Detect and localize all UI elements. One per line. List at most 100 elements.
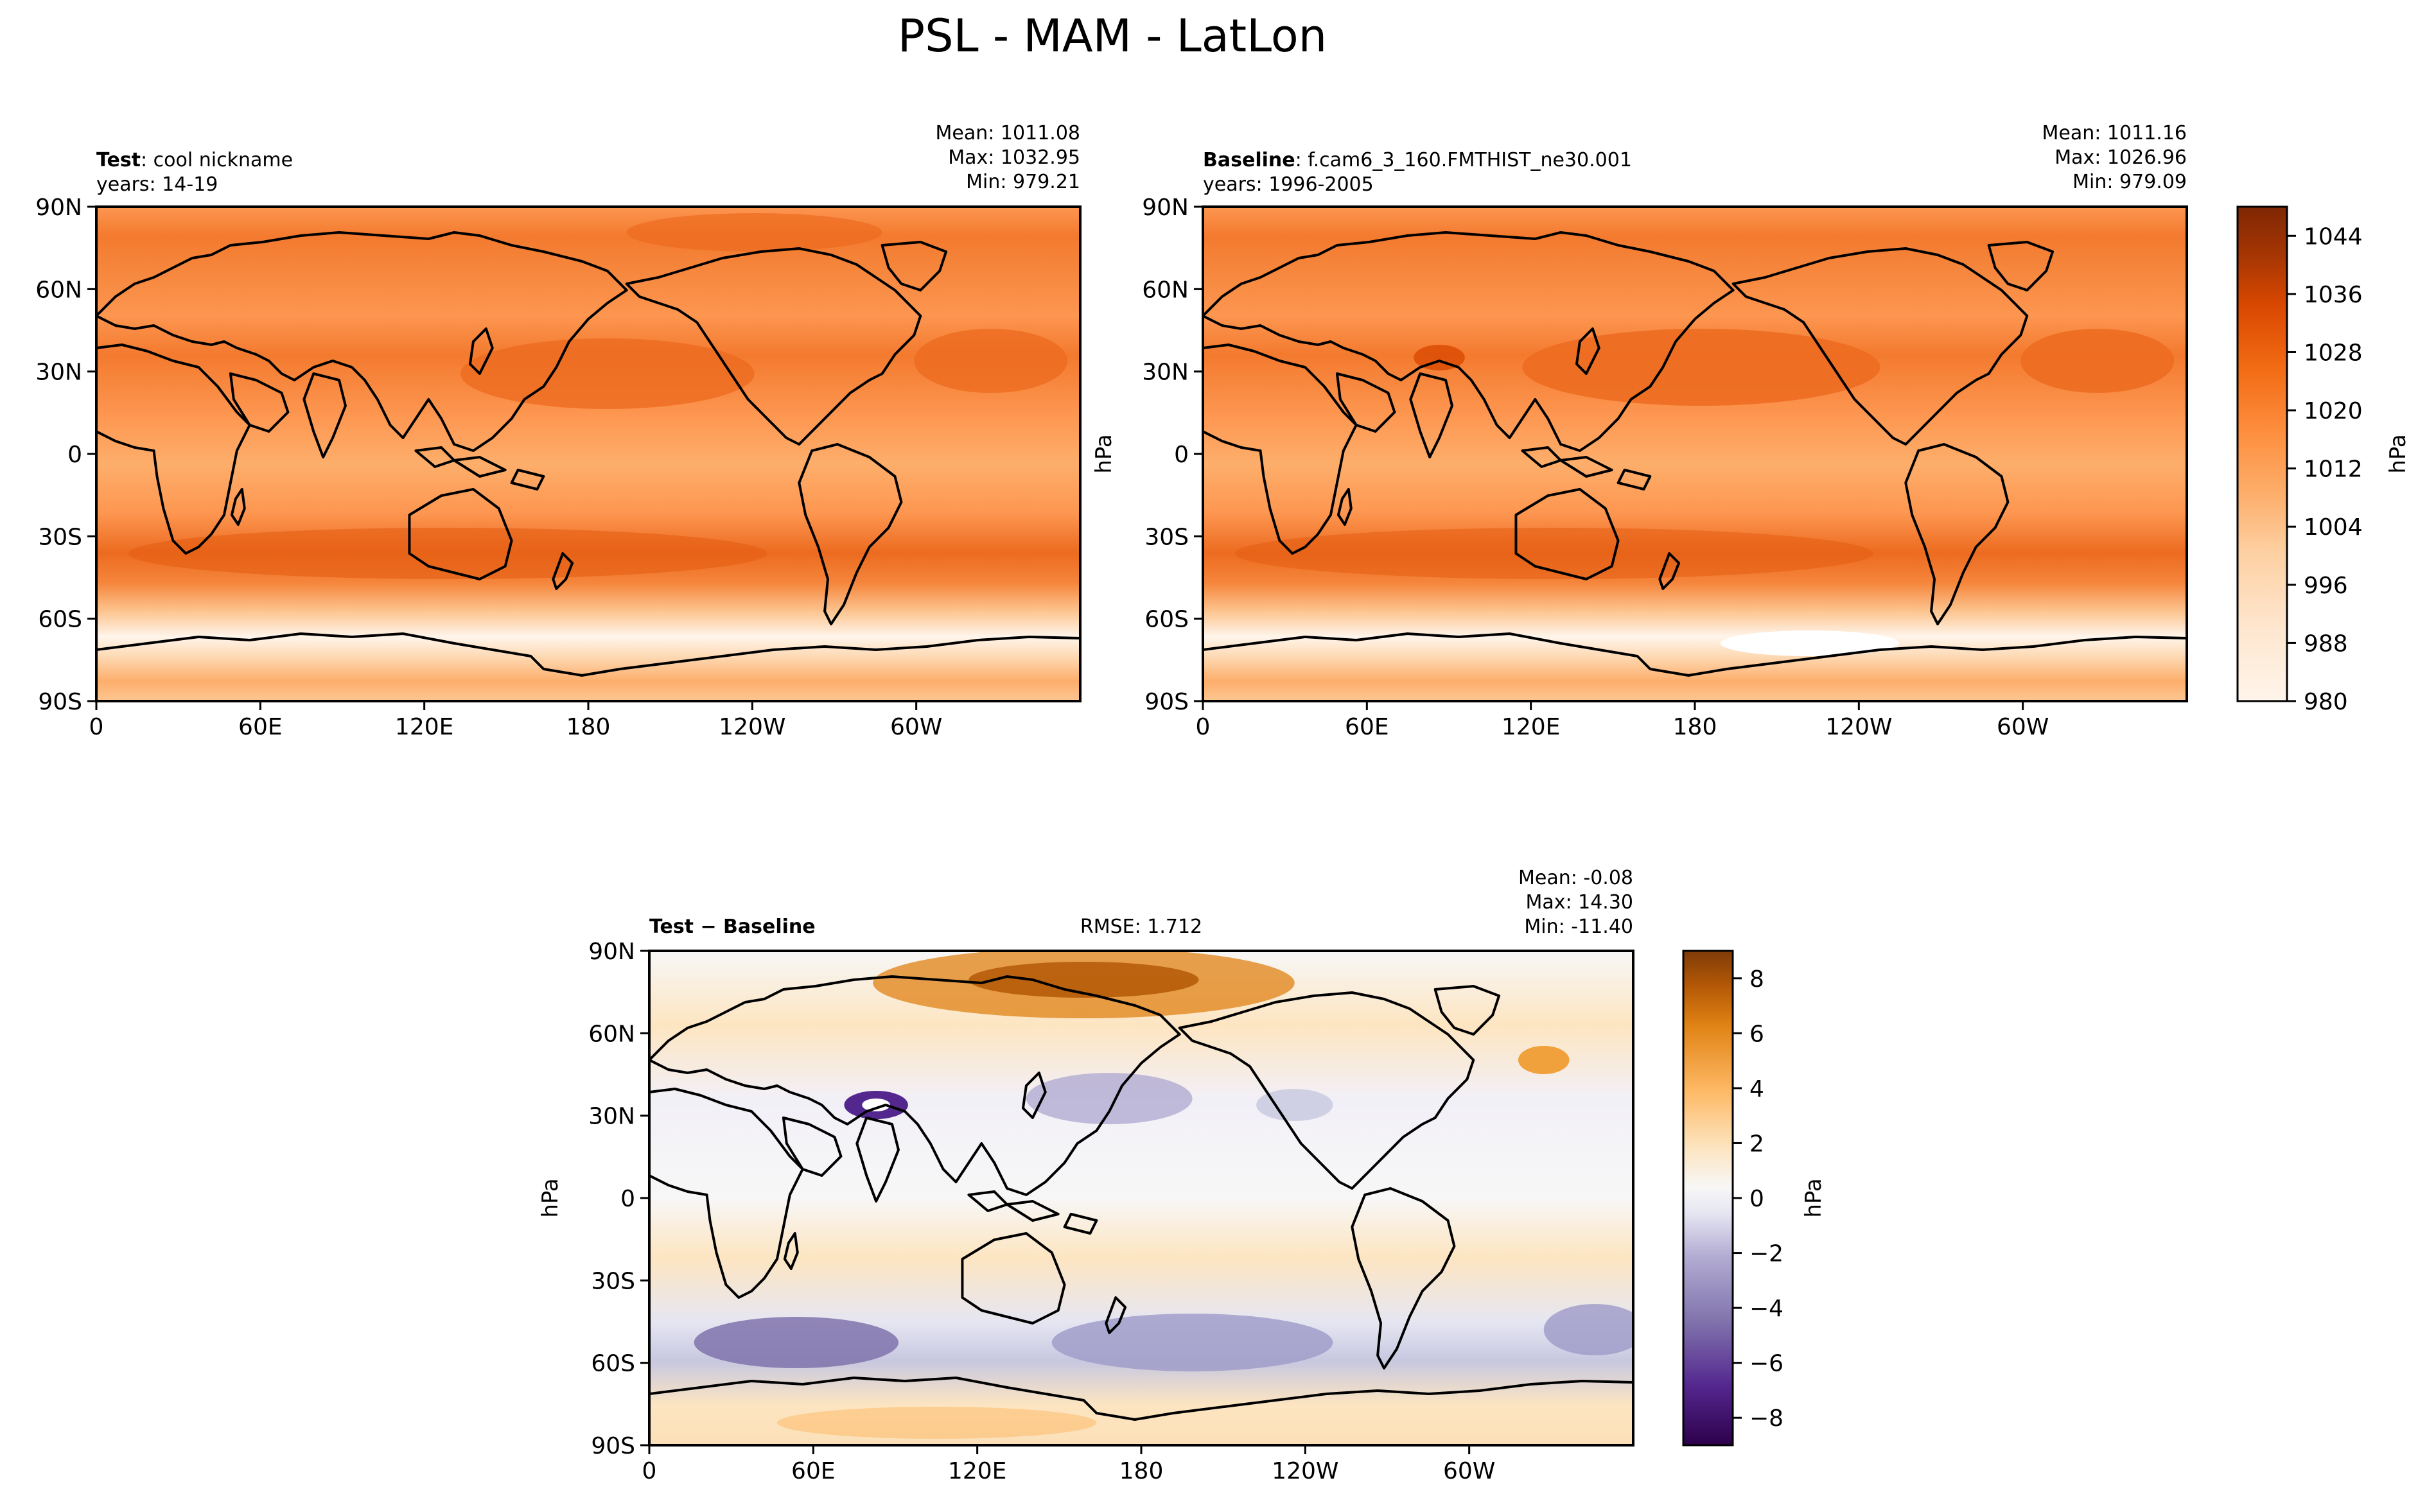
diff-colorbar-tick-label: 6 bbox=[1749, 1021, 1764, 1047]
diff-colorbar-tick-label: −6 bbox=[1749, 1351, 1783, 1377]
diff-ytick-label: 0 bbox=[620, 1186, 635, 1212]
main-colorbar-tick-label: 1012 bbox=[2304, 456, 2363, 483]
test-ytick-label: 30S bbox=[38, 524, 82, 550]
diff-mean: Mean: -0.08 bbox=[1518, 867, 1633, 889]
main-colorbar-tick-label: 1044 bbox=[2304, 223, 2363, 250]
diff-label: Test − Baseline bbox=[649, 916, 816, 938]
diff-xtick-label: 0 bbox=[642, 1458, 657, 1484]
diff-colorbar-tick-label: −4 bbox=[1749, 1296, 1783, 1322]
diff-colorbar-tick-label: 4 bbox=[1749, 1076, 1764, 1102]
baseline-ytick-label: 90N bbox=[1142, 195, 1189, 221]
diff-min: Min: -11.40 bbox=[1524, 916, 1633, 938]
diff-arctic-core bbox=[968, 962, 1199, 998]
baseline-label-bold: Baseline bbox=[1203, 149, 1295, 171]
diff-antarctic-positive bbox=[776, 1407, 1097, 1439]
test-high-atlantic bbox=[914, 329, 1068, 393]
main-colorbar-frame bbox=[2236, 205, 2288, 702]
main-colorbar-tick-label: 1036 bbox=[2304, 282, 2363, 308]
test-min: Min: 979.21 bbox=[966, 171, 1080, 193]
baseline-years: years: 1996-2005 bbox=[1203, 173, 1374, 196]
diff-colorbar-tick-label: −8 bbox=[1749, 1405, 1783, 1432]
baseline-ytick-label: 60S bbox=[1144, 607, 1189, 633]
baseline-ylabel: hPa bbox=[1091, 434, 1117, 473]
diff-colorbar-tick-label: 8 bbox=[1749, 966, 1764, 993]
test-x-axis: 0 60E 120E 180 120W 60W bbox=[89, 701, 942, 740]
test-mean: Mean: 1011.08 bbox=[936, 122, 1080, 144]
test-xtick-label: 120E bbox=[395, 714, 453, 740]
test-map bbox=[96, 207, 1080, 701]
test-xtick-label: 60E bbox=[238, 714, 283, 740]
main-colorbar-ticks: 1044 1036 1028 1020 1012 1004 996 988 980 bbox=[2287, 223, 2363, 715]
test-ytick-label: 30N bbox=[35, 360, 82, 386]
diff-ytick-label: 30S bbox=[591, 1268, 635, 1294]
diff-indian-ocean-low bbox=[694, 1317, 898, 1368]
diff-colorbar: 8 6 4 2 0 −2 −4 −6 −8 hPa bbox=[1682, 950, 1827, 1447]
diff-xtick-label: 180 bbox=[1119, 1458, 1164, 1484]
test-years: years: 14-19 bbox=[96, 173, 218, 196]
diff-tibet-core bbox=[862, 1099, 891, 1111]
baseline-y-axis: 90N 60N 30N 0 30S 60S 90S bbox=[1142, 195, 1203, 715]
baseline-map bbox=[1203, 207, 2187, 701]
baseline-label: Baseline: f.cam6_3_160.FMTHIST_ne30.001 bbox=[1203, 149, 1632, 171]
diff-map bbox=[649, 951, 1633, 1445]
baseline-mean: Mean: 1011.16 bbox=[2042, 122, 2187, 144]
diff-field bbox=[649, 951, 1633, 1445]
baseline-field bbox=[1203, 207, 2187, 701]
test-label-bold: Test bbox=[96, 149, 141, 171]
diff-atlantic-positive bbox=[1518, 1046, 1570, 1074]
baseline-high-atlantic bbox=[2020, 329, 2175, 393]
diff-xtick-label: 120E bbox=[948, 1458, 1006, 1484]
diff-max: Max: 14.30 bbox=[1525, 891, 1633, 914]
test-xtick-label: 180 bbox=[566, 714, 611, 740]
diff-colorbar-tick-label: −2 bbox=[1749, 1241, 1783, 1267]
test-ytick-label: 90N bbox=[35, 195, 82, 221]
figure-title: PSL - MAM - LatLon bbox=[898, 10, 1327, 62]
test-panel: Mean: 1011.08 Max: 1032.95 Min: 979.21 T… bbox=[35, 122, 1082, 740]
baseline-xtick-label: 0 bbox=[1196, 714, 1211, 740]
baseline-max: Max: 1026.96 bbox=[2055, 146, 2187, 169]
diff-rmse: RMSE: 1.712 bbox=[1080, 916, 1202, 938]
test-xtick-label: 0 bbox=[89, 714, 104, 740]
test-arctic-high bbox=[626, 213, 882, 252]
test-xtick-label: 60W bbox=[890, 714, 942, 740]
diff-colorbar-label: hPa bbox=[1801, 1178, 1827, 1217]
diff-colorbar-tick-label: 0 bbox=[1749, 1186, 1764, 1212]
diff-ytick-label: 90N bbox=[588, 939, 635, 965]
test-label: Test: cool nickname bbox=[96, 149, 293, 171]
diff-xtick-label: 60W bbox=[1443, 1458, 1495, 1484]
test-xtick-label: 120W bbox=[719, 714, 785, 740]
main-colorbar-tick-label: 988 bbox=[2304, 630, 2348, 657]
diff-ylabel: hPa bbox=[538, 1178, 563, 1217]
baseline-ytick-label: 60N bbox=[1142, 277, 1189, 303]
baseline-panel: Mean: 1011.16 Max: 1026.96 Min: 979.09 B… bbox=[1091, 122, 2188, 740]
diff-colorbar-ticks: 8 6 4 2 0 −2 −4 −6 −8 bbox=[1733, 966, 1783, 1432]
baseline-xtick-label: 180 bbox=[1673, 714, 1717, 740]
test-y-axis: 90N 60N 30N 0 30S 60S 90S bbox=[35, 195, 96, 715]
main-colorbar-tick-label: 1028 bbox=[2304, 340, 2363, 366]
diff-south-atlantic-low bbox=[1543, 1304, 1633, 1355]
baseline-ytick-label: 0 bbox=[1174, 442, 1189, 468]
diff-xtick-label: 120W bbox=[1272, 1458, 1338, 1484]
diff-pacific-negative bbox=[1026, 1073, 1193, 1124]
diff-panel: Mean: -0.08 Max: 14.30 Min: -11.40 Test … bbox=[538, 867, 1634, 1484]
test-max: Max: 1032.95 bbox=[948, 146, 1080, 169]
main-colorbar-label: hPa bbox=[2385, 434, 2411, 473]
main-colorbar-tick-label: 980 bbox=[2304, 689, 2348, 715]
baseline-low-antarctic bbox=[1720, 630, 1900, 656]
main-colorbar: 1044 1036 1028 1020 1012 1004 996 988 980 hPa bbox=[2236, 205, 2411, 715]
test-ytick-label: 60N bbox=[35, 277, 82, 303]
baseline-high-southern bbox=[1234, 528, 1874, 579]
diff-colorbar-tick-label: 2 bbox=[1749, 1131, 1764, 1157]
diff-colorbar-fill bbox=[1683, 951, 1733, 1445]
test-high-southern bbox=[128, 528, 767, 579]
test-ytick-label: 90S bbox=[38, 689, 82, 715]
diff-ytick-label: 30N bbox=[588, 1104, 635, 1130]
diff-south-pacific-low bbox=[1051, 1314, 1333, 1371]
test-high-pacific bbox=[460, 338, 755, 409]
baseline-xtick-label: 120E bbox=[1502, 714, 1560, 740]
test-ytick-label: 60S bbox=[38, 607, 82, 633]
diff-ytick-label: 60N bbox=[588, 1021, 635, 1047]
baseline-xtick-label: 60W bbox=[1997, 714, 2049, 740]
baseline-ytick-label: 30N bbox=[1142, 360, 1189, 386]
